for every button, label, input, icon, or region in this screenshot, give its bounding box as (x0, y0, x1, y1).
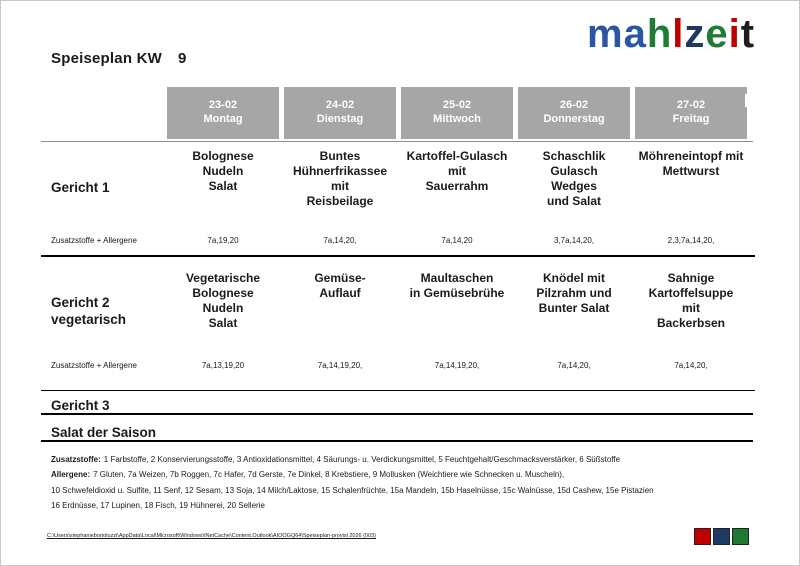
gericht2-allergen-row: 7a,13,19,20 7a,14,19,20, 7a,14,19,20, 7a… (167, 361, 747, 370)
day-header-mittwoch: 25-02 Mittwoch (401, 87, 513, 139)
logo-letter: m (587, 12, 624, 56)
file-path: C:\Users\stephaniebortoluzzi\AppData\Loc… (47, 533, 376, 539)
gericht3-underline (41, 413, 753, 415)
allergen-value: 7a,13,19,20 (201, 361, 245, 370)
page-title-label: Speiseplan KW (51, 50, 162, 67)
day-name: Freitag (672, 113, 710, 125)
gericht2-dish-row: Vegetarische Bolognese Nudeln Salat Gemü… (167, 271, 747, 331)
day-header-dienstag: 24-02 Dienstag (284, 87, 396, 139)
logo-letter: a (623, 12, 647, 56)
day-date: 27-02 (676, 99, 706, 111)
legend-allergene-text: 7 Gluten, 7a Weizen, 7b Roggen, 7c Hafer… (93, 470, 565, 480)
day-name: Montag (203, 113, 243, 125)
logo-letter: h (646, 12, 673, 56)
gericht3-label: Gericht 3 (51, 398, 110, 413)
allergen-value: 7a,14,19,20, (317, 361, 363, 370)
color-square-red (694, 528, 711, 545)
day-name: Donnerstag (543, 113, 605, 125)
logo-letter: i (728, 12, 741, 56)
logo-letter: z (684, 12, 706, 56)
mahlzeit-logo: mahlzeit (587, 12, 755, 57)
header-divider-line (41, 141, 753, 142)
dish-cell: Möhreneintopf mit Mettwurst (638, 149, 744, 178)
legend-zusatzstoffe-lead: Zusatzstoffe: (51, 455, 101, 464)
dish-cell: Buntes Hühnerfrikassee mit Reisbeilage (292, 149, 388, 208)
legend-zusatzstoffe-line: Zusatzstoffe: 1 Farbstoffe, 2 Konservieru… (51, 452, 751, 467)
color-square-blue (713, 528, 730, 545)
logo-letter: t (740, 12, 756, 56)
legend-allergene-lead: Allergene: (51, 470, 91, 480)
legend-allergene-line: Allergene: 7 Gluten, 7a Weizen, 7b Roggen… (51, 467, 751, 482)
salat-der-saison-label: Salat der Saison (51, 425, 157, 440)
gericht2-label: Gericht 2 vegetarisch (51, 295, 127, 327)
dish-cell: Schaschlik Gulasch Wedges und Salat (542, 149, 606, 208)
day-header-freitag: 27-02 Freitag (635, 87, 747, 139)
allergen-value: 7a,14,20, (674, 361, 708, 370)
day-date: 26-02 (559, 99, 589, 111)
gericht1-label: Gericht 1 (51, 180, 110, 195)
allergen-value: 3,7a,14,20, (553, 236, 595, 245)
salat-underline (41, 440, 753, 442)
section-divider (41, 255, 755, 257)
day-header-row: 23-02 Montag 24-02 Dienstag 25-02 Mittwo… (167, 87, 747, 139)
gericht1-allergen-row: 7a,19,20 7a,14,20, 7a,14,20 3,7a,14,20, … (167, 236, 747, 245)
dish-cell: Vegetarische Bolognese Nudeln Salat (185, 271, 261, 330)
gericht2-allergen-label: Zusatzstoffe + Allergene (51, 361, 137, 370)
gericht1-dish-row: Bolognese Nudeln Salat Buntes Hühnerfrik… (167, 149, 747, 209)
logo-letter: l (672, 12, 685, 56)
page-title: Speiseplan KW 9 (51, 50, 187, 67)
dish-cell: Maultaschen in Gemüsebrühe (409, 271, 505, 300)
allergen-value: 7a,14,19,20, (434, 361, 480, 370)
dish-cell: Kartoffel-Gulasch mit Sauerrahm (406, 149, 508, 193)
logo-letter: e (705, 12, 729, 56)
legend-allergene-line2: 10 Schwefeldioxid u. Sulfite, 11 Senf, 1… (51, 485, 654, 495)
legend-zusatzstoffe-text: 1 Farbstoffe, 2 Konservierungsstoffe, 3 … (103, 455, 621, 464)
day-date: 23-02 (208, 99, 238, 111)
allergen-value: 7a,14,20 (441, 236, 473, 245)
day-name: Mittwoch (433, 113, 481, 125)
legend: Zusatzstoffe: 1 Farbstoffe, 2 Konservieru… (51, 452, 751, 514)
gericht1-allergen-label: Zusatzstoffe + Allergene (51, 236, 137, 245)
allergen-value: 7a,14,20, (557, 361, 591, 370)
legend-allergene-line3: 16 Erdnüsse, 17 Lupinen, 18 Fisch, 19 Hü… (51, 501, 265, 511)
dish-cell: Gemüse- Auflauf (314, 271, 366, 300)
allergen-value: 2,3,7a,14,20, (667, 236, 715, 245)
color-square-green (732, 528, 749, 545)
dish-cell: Bolognese Nudeln Salat (192, 149, 254, 193)
dish-cell: Sahnige Kartoffelsuppe mit Backerbsen (648, 271, 734, 330)
day-header-donnerstag: 26-02 Donnerstag (518, 87, 630, 139)
day-date: 24-02 (325, 99, 355, 111)
day-name: Dienstag (316, 113, 364, 125)
day-header-montag: 23-02 Montag (167, 87, 279, 139)
day-date: 25-02 (442, 99, 472, 111)
allergen-value: 7a,14,20, (323, 236, 357, 245)
header-edge-notch (745, 94, 752, 107)
section-divider (41, 390, 755, 391)
dish-cell: Knödel mit Pilzrahm und Bunter Salat (536, 271, 612, 315)
week-number: 9 (177, 50, 187, 67)
allergen-value: 7a,19,20 (207, 236, 239, 245)
